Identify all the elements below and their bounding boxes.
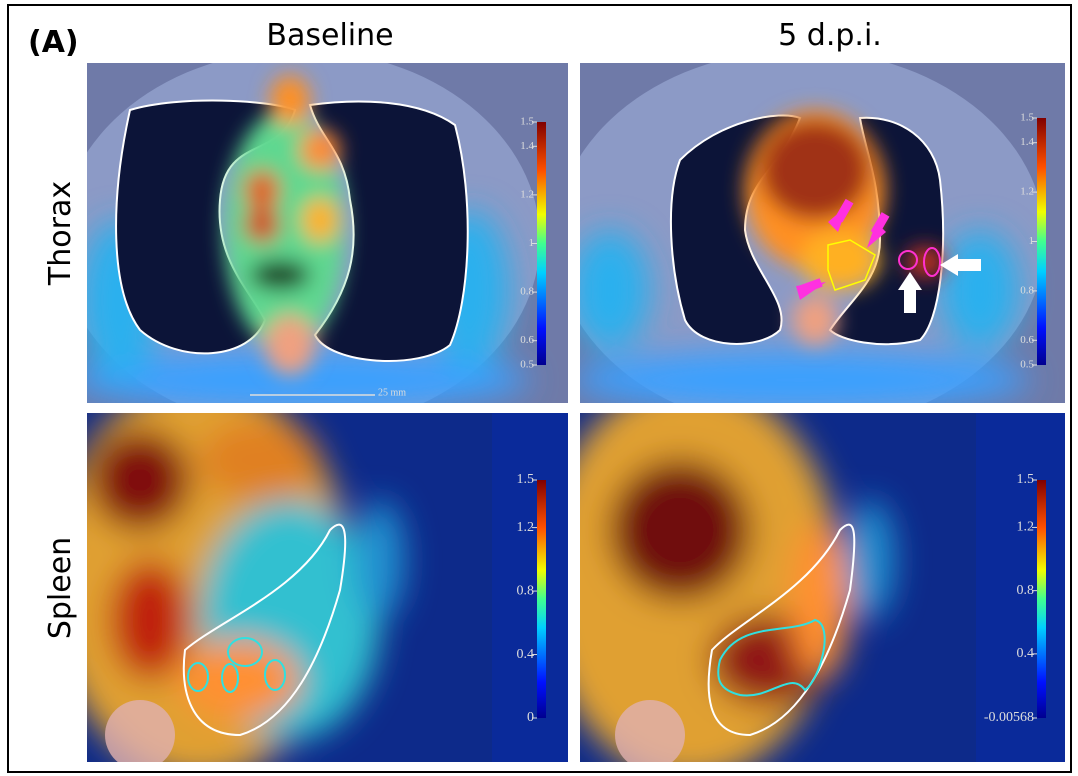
image-panel xyxy=(87,413,568,762)
colorbar xyxy=(1037,480,1046,718)
colorbar-tick-label: 0.6 xyxy=(1020,334,1034,346)
colorbar-tick-label: -0.00568 xyxy=(984,710,1034,725)
colorbar-tick-label: 0.4 xyxy=(517,647,535,662)
colorbar-tick-label: 1.5 xyxy=(1017,472,1035,487)
colorbar-tick-label: 0.8 xyxy=(1020,284,1034,296)
colorbar-tick-label: 0.8 xyxy=(520,286,534,298)
colorbar-tick-label: 1.2 xyxy=(517,520,535,535)
image-panel xyxy=(580,413,1065,762)
colorbar-tick-label: 1.5 xyxy=(520,116,534,128)
colorbar-tick-label: 0.8 xyxy=(517,583,535,598)
colorbar-tick-label: 1.5 xyxy=(517,472,535,487)
panel-label: (A) xyxy=(28,25,79,60)
scale-bar-label: 25 mm xyxy=(378,387,406,398)
colorbar-tick-label: 1.5 xyxy=(1020,112,1034,124)
image-panel: 25 mm xyxy=(87,63,568,403)
column-header: 5 d.p.i. xyxy=(778,18,882,53)
colorbar-tick-label: 0.4 xyxy=(1017,646,1035,661)
row-header: Thorax xyxy=(43,181,78,286)
colorbar-tick-label: 1.4 xyxy=(1020,136,1034,148)
colorbar-tick-label: 0.6 xyxy=(520,334,534,346)
colorbar-tick-label: 1 xyxy=(1029,235,1035,247)
row-header: Spleen xyxy=(43,537,78,639)
colorbar-tick-label: 1.2 xyxy=(1020,186,1034,198)
colorbar-tick-label: 1.2 xyxy=(1017,520,1035,535)
colorbar-tick-label: 0.5 xyxy=(1020,359,1034,371)
colorbar-tick-label: 0.8 xyxy=(1017,583,1035,598)
colorbar-tick-label: 1.2 xyxy=(520,188,534,200)
colorbar xyxy=(537,122,546,365)
frame xyxy=(7,4,1072,773)
column-header: Baseline xyxy=(266,18,393,53)
colorbar-tick-label: 0.5 xyxy=(520,359,534,371)
colorbar-tick-label: 1.4 xyxy=(520,140,534,152)
colorbar-tick-label: 0 xyxy=(527,710,534,725)
image-panel xyxy=(580,63,1065,403)
colorbar xyxy=(537,480,546,718)
colorbar-tick-label: 1 xyxy=(529,237,535,249)
colorbar xyxy=(1037,118,1046,365)
